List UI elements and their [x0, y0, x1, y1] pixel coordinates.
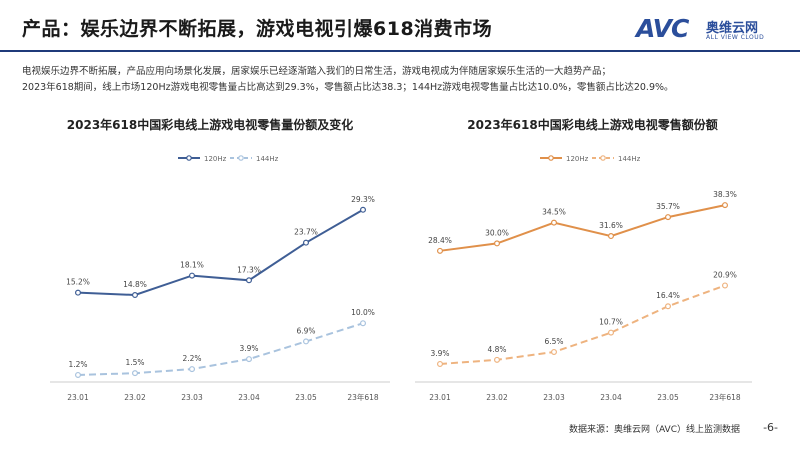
- right-legend-label: 144Hz: [618, 155, 641, 163]
- left-data-label: 10.0%: [351, 308, 375, 317]
- page-title: 产品：娱乐边界不断拓展，游戏电视引爆618消费市场: [22, 18, 493, 40]
- right-data-label: 34.5%: [542, 208, 566, 217]
- right-data-point: [721, 282, 728, 289]
- logo-en-text: ALL VIEW CLOUD: [706, 34, 765, 41]
- left-legend-marker: [238, 155, 244, 161]
- left-data-point: [74, 371, 81, 378]
- left-data-label: 18.1%: [180, 261, 204, 270]
- right-data-label: 10.7%: [599, 318, 623, 327]
- left-series-line-144Hz: [77, 322, 364, 376]
- left-data-point: [132, 370, 139, 377]
- page-number: -6-: [763, 421, 778, 434]
- left-x-tick-label: 23.04: [238, 393, 260, 402]
- left-data-point: [189, 366, 196, 373]
- right-x-tick-label: 23.01: [429, 393, 451, 402]
- left-data-point: [360, 206, 367, 213]
- left-data-point: [246, 277, 253, 284]
- right-data-point: [721, 202, 728, 209]
- left-data-label: 6.9%: [296, 326, 315, 335]
- left-legend-label: 120Hz: [204, 155, 227, 163]
- left-data-point: [189, 272, 196, 279]
- left-chart-title: 2023年618中国彩电线上游戏电视零售量份额及变化: [66, 118, 354, 132]
- avc-logo: AVC 奥维云网 ALL VIEW CLOUD: [636, 14, 786, 44]
- left-data-point: [303, 338, 310, 345]
- left-data-point: [303, 239, 310, 246]
- description-line-1: 电视娱乐边界不断拓展，产品应用向场景化发展，居家娱乐已经逐渐踏入我们的日常生活，…: [22, 66, 612, 77]
- left-data-point: [74, 289, 81, 296]
- right-data-label: 6.5%: [544, 337, 563, 346]
- right-data-label: 31.6%: [599, 221, 623, 230]
- left-data-point: [360, 320, 367, 327]
- right-x-tick-label: 23.02: [486, 393, 508, 402]
- right-data-point: [437, 247, 444, 254]
- right-data-point: [607, 329, 614, 336]
- right-legend-marker: [600, 155, 606, 161]
- right-data-label: 38.3%: [713, 190, 737, 199]
- right-data-label: 28.4%: [428, 236, 452, 245]
- right-data-label: 3.9%: [430, 349, 449, 358]
- right-data-label: 16.4%: [656, 291, 680, 300]
- left-data-label: 1.2%: [68, 360, 87, 369]
- right-x-tick-label: 23.04: [600, 393, 622, 402]
- left-data-label: 2.2%: [182, 354, 201, 363]
- right-data-label: 35.7%: [656, 202, 680, 211]
- right-data-point: [494, 240, 501, 247]
- right-x-tick-label: 23.03: [543, 393, 565, 402]
- right-data-label: 4.8%: [487, 345, 506, 354]
- left-series-line-120Hz: [77, 208, 364, 297]
- right-series-line-144Hz: [439, 284, 726, 365]
- right-data-label: 30.0%: [485, 228, 509, 237]
- left-x-tick-label: 23.03: [181, 393, 203, 402]
- left-x-tick-label: 23.02: [124, 393, 146, 402]
- right-data-point: [494, 356, 501, 363]
- right-x-tick-label: 23年618: [709, 392, 741, 402]
- left-legend-label: 144Hz: [256, 155, 279, 163]
- left-data-label: 29.3%: [351, 195, 375, 204]
- left-data-label: 14.8%: [123, 280, 147, 289]
- left-data-label: 3.9%: [239, 344, 258, 353]
- right-x-tick-label: 23.05: [657, 393, 679, 402]
- description: 电视娱乐边界不断拓展，产品应用向场景化发展，居家娱乐已经逐渐踏入我们的日常生活，…: [22, 64, 674, 96]
- header-divider: [0, 50, 800, 52]
- left-x-tick-label: 23年618: [347, 392, 379, 402]
- right-data-point: [550, 219, 557, 226]
- data-source: 数据来源：奥维云网（AVC）线上监测数据: [568, 425, 740, 435]
- right-data-point: [664, 214, 671, 221]
- right-data-point: [607, 233, 614, 240]
- right-data-point: [550, 348, 557, 355]
- left-data-point: [246, 356, 253, 363]
- left-data-label: 1.5%: [125, 358, 144, 367]
- left-legend-marker: [186, 155, 192, 161]
- left-data-label: 15.2%: [66, 278, 90, 287]
- left-x-tick-label: 23.01: [67, 393, 89, 402]
- left-data-label: 23.7%: [294, 228, 318, 237]
- left-data-label: 17.3%: [237, 265, 261, 274]
- right-legend-marker: [548, 155, 554, 161]
- right-data-label: 20.9%: [713, 270, 737, 279]
- left-x-tick-label: 23.05: [295, 393, 317, 402]
- description-line-2: 2023年618期间，线上市场120Hz游戏电视零售量占比高达到29.3%，零售…: [22, 82, 674, 93]
- right-data-point: [437, 360, 444, 367]
- logo-mark: AVC: [636, 14, 689, 43]
- right-series-line-120Hz: [439, 204, 726, 252]
- left-data-point: [132, 291, 139, 298]
- right-legend-label: 120Hz: [566, 155, 589, 163]
- right-chart-title: 2023年618中国彩电线上游戏电视零售额份额: [467, 118, 718, 132]
- right-data-point: [664, 303, 671, 310]
- logo-cn-text: 奥维云网: [706, 21, 759, 36]
